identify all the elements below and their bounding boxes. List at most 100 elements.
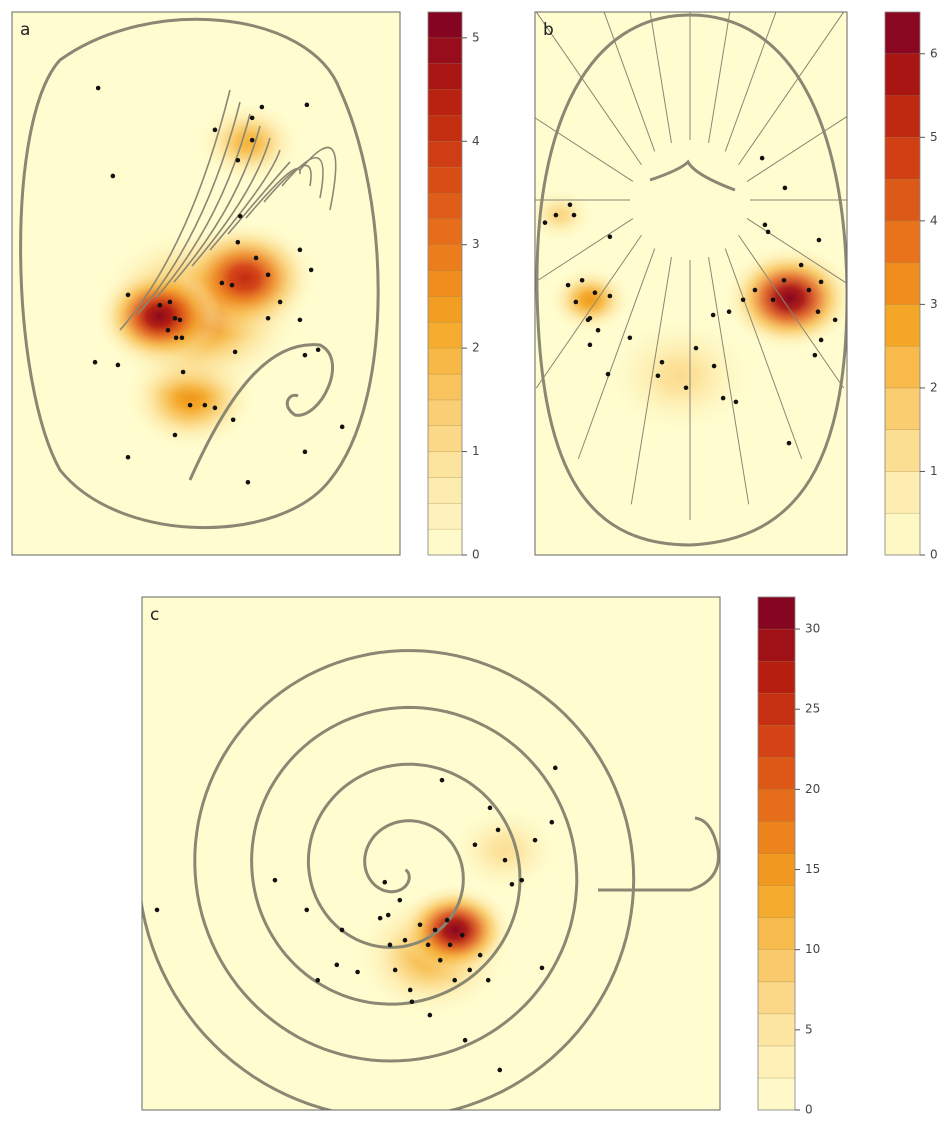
point bbox=[532, 837, 538, 843]
point bbox=[245, 479, 251, 485]
colorbar-bin bbox=[427, 115, 463, 142]
point bbox=[786, 440, 792, 446]
rib bbox=[245, 167, 301, 219]
point bbox=[355, 969, 360, 975]
point bbox=[315, 347, 321, 353]
rib bbox=[535, 117, 634, 182]
point bbox=[297, 247, 303, 253]
point bbox=[385, 912, 391, 918]
point bbox=[485, 977, 491, 983]
colorbar: 0 5 10 15 20 25 30 bbox=[757, 596, 820, 1117]
point bbox=[432, 927, 438, 933]
point bbox=[549, 819, 555, 825]
point bbox=[334, 962, 340, 968]
point bbox=[502, 857, 508, 863]
point bbox=[409, 999, 415, 1005]
density-peak bbox=[547, 265, 633, 335]
colorbar-border bbox=[884, 11, 921, 556]
colorbar-bin bbox=[884, 471, 921, 514]
point bbox=[165, 327, 171, 333]
panel-label: a bbox=[20, 20, 30, 40]
point bbox=[377, 915, 383, 921]
colorbar-bin bbox=[427, 425, 463, 452]
colorbar-bin bbox=[884, 178, 921, 222]
point bbox=[573, 299, 579, 305]
colorbar-border bbox=[427, 11, 463, 556]
point bbox=[95, 85, 101, 91]
colorbar-bin bbox=[757, 949, 796, 983]
point bbox=[552, 765, 558, 771]
colorbar-tick-label: 2 bbox=[930, 380, 938, 394]
colorbar-tick-label: 1 bbox=[930, 464, 938, 478]
colorbar-tick-label: 25 bbox=[805, 702, 820, 716]
point bbox=[477, 952, 483, 958]
point bbox=[567, 202, 573, 208]
rib bbox=[746, 115, 847, 182]
colorbar-tick-label: 5 bbox=[805, 1022, 813, 1036]
colorbar-tick-label: 15 bbox=[805, 862, 820, 876]
density-peak bbox=[602, 313, 759, 439]
rib bbox=[299, 146, 337, 211]
point bbox=[115, 362, 121, 368]
point bbox=[172, 432, 178, 438]
colorbar-bin bbox=[427, 63, 463, 90]
point bbox=[154, 907, 160, 913]
point bbox=[693, 345, 699, 351]
point bbox=[587, 315, 593, 321]
colorbar-bin bbox=[427, 140, 463, 168]
colorbar-bin bbox=[884, 429, 921, 472]
point bbox=[587, 342, 593, 348]
colorbar-tick-label: 5 bbox=[930, 130, 938, 144]
colorbar-bin bbox=[884, 11, 921, 55]
point bbox=[542, 220, 548, 225]
colorbar-bin bbox=[757, 853, 796, 886]
point bbox=[683, 385, 689, 391]
colorbar-tick-label: 30 bbox=[805, 622, 820, 636]
colorbar-bin bbox=[427, 502, 463, 530]
point bbox=[798, 262, 804, 268]
colorbar-bin bbox=[427, 399, 463, 427]
rib bbox=[535, 12, 642, 166]
rib bbox=[738, 12, 845, 166]
density-peak bbox=[96, 265, 223, 367]
point bbox=[265, 272, 271, 278]
colorbar-bin bbox=[884, 262, 921, 305]
rib bbox=[535, 234, 642, 389]
shell-edge bbox=[535, 13, 847, 547]
aperture bbox=[649, 159, 736, 192]
rib bbox=[173, 125, 261, 283]
colorbar-bin bbox=[427, 347, 463, 375]
point bbox=[579, 277, 585, 283]
colorbar-tick-label: 2 bbox=[472, 341, 480, 355]
point bbox=[495, 827, 501, 833]
point bbox=[302, 352, 308, 358]
colorbar-bin bbox=[884, 345, 921, 389]
point bbox=[177, 317, 183, 323]
point bbox=[720, 395, 726, 401]
point bbox=[565, 282, 571, 288]
colorbar-bin bbox=[884, 220, 921, 263]
colorbar: 0 1 2 3 4 5 6 bbox=[884, 11, 938, 562]
colorbar-bin bbox=[427, 451, 463, 478]
point bbox=[782, 185, 788, 191]
point bbox=[125, 292, 131, 298]
point bbox=[308, 267, 314, 273]
panel: c bbox=[141, 596, 721, 1111]
plot-border bbox=[141, 596, 721, 1111]
rib bbox=[281, 156, 324, 199]
rib bbox=[577, 248, 656, 460]
shell-outline bbox=[535, 12, 847, 547]
spiral bbox=[142, 649, 636, 1110]
point bbox=[711, 363, 717, 369]
colorbar-bin bbox=[757, 821, 796, 854]
point bbox=[235, 157, 241, 163]
point bbox=[92, 359, 98, 365]
point bbox=[259, 104, 265, 110]
shell-outline bbox=[19, 17, 380, 530]
colorbar-bin bbox=[757, 1045, 796, 1079]
rib bbox=[708, 12, 731, 144]
point bbox=[818, 337, 824, 343]
plot-background bbox=[142, 597, 720, 1110]
colorbar-bin bbox=[757, 1077, 796, 1111]
colorbar-tick-label: 1 bbox=[472, 444, 480, 458]
